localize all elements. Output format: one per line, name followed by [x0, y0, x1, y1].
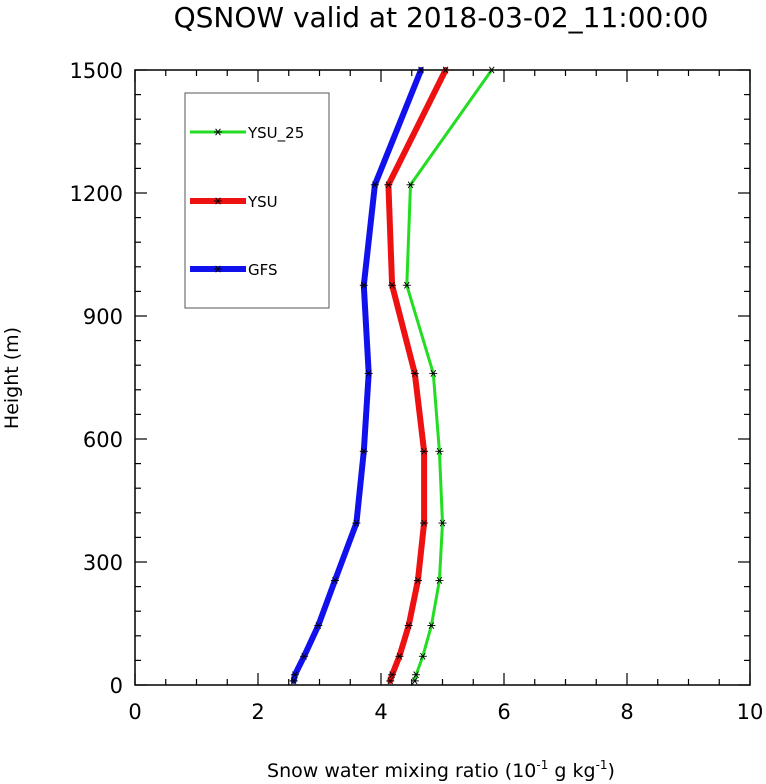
y-tick-label: 300	[83, 551, 123, 575]
legend-label: YSU	[247, 193, 278, 211]
data-point-ysu-25	[402, 281, 411, 289]
data-point-ysu-25	[406, 181, 415, 189]
legend-label: GFS	[248, 261, 278, 279]
data-point-ysu	[410, 369, 419, 377]
x-axis-label: Snow water mixing ratio (10-1 g kg-1)	[267, 758, 615, 782]
data-point-ysu	[384, 181, 393, 189]
x-axis-label-exponent-2: -1	[596, 758, 608, 772]
x-axis-label-suffix: )	[608, 760, 615, 782]
x-tick-label: 6	[497, 700, 510, 724]
y-tick-label: 600	[83, 428, 123, 452]
data-point-ysu	[388, 281, 397, 289]
series-ysu-25	[402, 66, 496, 685]
data-point-ysu-25	[429, 369, 438, 377]
data-point-gfs	[359, 447, 368, 455]
y-tick-label: 1200	[70, 182, 123, 206]
data-point-gfs	[300, 652, 309, 660]
series-layer	[289, 66, 496, 685]
series-line-ysu-25	[405, 68, 494, 683]
chart-title: QSNOW valid at 2018-03-02_11:00:00	[174, 1, 709, 34]
x-axis-label-exponent-1: -1	[536, 758, 548, 772]
data-point-gfs	[416, 66, 425, 74]
data-point-gfs	[364, 369, 373, 377]
y-axis-label: Height (m)	[1, 327, 23, 429]
data-point-gfs	[289, 677, 298, 685]
data-point-gfs	[370, 181, 379, 189]
axis-tick-labels: 0 2 4 6 8 10 0 300 600 900 1200 1500	[70, 59, 764, 724]
y-tick-label: 0	[110, 674, 123, 698]
data-point-ysu-25	[487, 66, 496, 74]
legend-marker	[214, 128, 222, 136]
x-tick-label: 8	[620, 700, 633, 724]
data-point-gfs	[359, 281, 368, 289]
data-point-ysu	[413, 576, 422, 584]
data-point-ysu	[404, 622, 413, 630]
legend-item-ysu: YSU	[190, 193, 278, 211]
data-point-ysu-25	[418, 652, 427, 660]
data-point-ysu-25	[427, 622, 436, 630]
data-point-gfs	[352, 519, 361, 527]
data-point-gfs	[314, 622, 323, 630]
legend-label: YSU_25	[247, 124, 304, 143]
y-tick-label: 1500	[70, 59, 123, 83]
data-point-ysu	[386, 677, 395, 685]
data-point-ysu-25	[435, 447, 444, 455]
data-point-ysu	[441, 66, 450, 74]
legend-marker	[214, 197, 222, 205]
data-point-gfs	[330, 576, 339, 584]
data-point-gfs	[290, 671, 299, 679]
legend: YSU_25 YSU GFS	[184, 92, 330, 309]
data-point-ysu-25	[435, 576, 444, 584]
x-tick-label: 10	[737, 700, 764, 724]
data-point-ysu-25	[410, 677, 419, 685]
data-point-ysu	[395, 652, 404, 660]
legend-item-gfs: GFS	[190, 261, 278, 279]
y-tick-label: 900	[83, 305, 123, 329]
data-point-ysu	[420, 519, 429, 527]
x-tick-label: 2	[251, 700, 264, 724]
series-ysu	[384, 66, 450, 685]
legend-items: YSU_25 YSU GFS	[190, 124, 304, 279]
legend-marker	[214, 265, 222, 273]
data-point-ysu	[420, 447, 429, 455]
x-tick-label: 4	[374, 700, 387, 724]
data-point-ysu-25	[412, 671, 421, 679]
series-gfs	[289, 66, 425, 685]
data-point-ysu-25	[438, 519, 447, 527]
data-point-ysu	[388, 671, 397, 679]
x-axis-label-mid: g kg	[548, 760, 595, 782]
x-axis-label-prefix: Snow water mixing ratio (10	[267, 760, 536, 782]
x-tick-label: 0	[128, 700, 141, 724]
legend-item-ysu-25: YSU_25	[190, 124, 304, 143]
